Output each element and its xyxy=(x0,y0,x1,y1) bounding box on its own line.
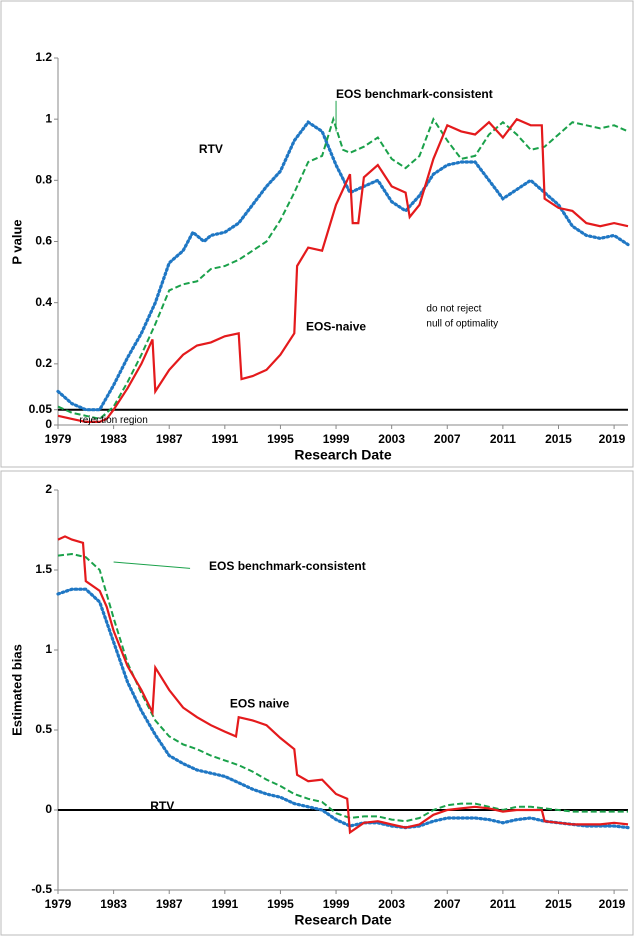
annotation: EOS-naive xyxy=(306,319,366,333)
y-tick-label: 2 xyxy=(45,482,52,496)
y-tick-label: 0.5 xyxy=(35,722,52,736)
y-tick-label: 1 xyxy=(45,111,52,125)
series-line xyxy=(57,115,629,420)
x-tick-label: 1999 xyxy=(323,897,350,911)
x-tick-label: 2019 xyxy=(599,897,626,911)
annotation: EOS benchmark-consistent xyxy=(336,87,493,101)
annotation: EOS benchmark-consistent xyxy=(209,559,366,573)
panel-frame xyxy=(0,470,634,936)
x-tick-label: 1995 xyxy=(267,432,294,446)
x-tick-label: 1991 xyxy=(211,432,238,446)
x-tick-label: 2015 xyxy=(545,897,572,911)
y-tick-label: 1.5 xyxy=(35,562,52,576)
x-tick-label: 1987 xyxy=(156,897,183,911)
annotation: null of optimality xyxy=(426,319,498,330)
series-line xyxy=(56,120,630,412)
y-axis-title: Estimated bias xyxy=(9,644,24,736)
y-tick-label: 1.2 xyxy=(35,50,52,64)
annotation-leader xyxy=(113,561,191,569)
y-tick-label: 0.05 xyxy=(29,402,53,416)
x-axis-title: Research Date xyxy=(294,912,391,928)
y-tick-label: 0.8 xyxy=(35,173,52,187)
series-line xyxy=(56,587,630,830)
x-tick-label: 1991 xyxy=(211,897,238,911)
y-tick-label: 0.6 xyxy=(35,234,52,248)
annotation: EOS naive xyxy=(230,697,290,711)
x-tick-label: 1999 xyxy=(323,432,350,446)
annotation: RTV xyxy=(199,142,223,156)
y-tick-label: 0 xyxy=(45,417,52,431)
x-tick-label: 1987 xyxy=(156,432,183,446)
x-axis-title: Research Date xyxy=(294,447,391,463)
x-tick-label: 2007 xyxy=(434,897,461,911)
x-tick-label: 2007 xyxy=(434,432,461,446)
y-tick-label: 0.4 xyxy=(35,295,52,309)
x-tick-label: 1983 xyxy=(100,432,127,446)
panel-frame xyxy=(0,0,634,468)
x-tick-label: 2011 xyxy=(490,432,516,446)
y-tick-label: -0.5 xyxy=(31,882,52,896)
y-tick-label: 0.2 xyxy=(35,356,52,370)
x-tick-label: 2011 xyxy=(490,897,516,911)
annotation: rejection region xyxy=(79,415,147,426)
series-line xyxy=(57,552,628,823)
x-tick-label: 1979 xyxy=(45,432,72,446)
x-tick-label: 1995 xyxy=(267,897,294,911)
y-tick-label: 0 xyxy=(45,802,52,816)
x-tick-label: 1979 xyxy=(45,897,72,911)
y-axis-title: P value xyxy=(9,219,24,264)
annotation: RTV xyxy=(150,799,174,813)
series-line xyxy=(57,117,629,423)
x-tick-label: 2003 xyxy=(378,897,405,911)
x-tick-label: 1983 xyxy=(100,897,127,911)
series-line xyxy=(57,535,629,835)
x-tick-label: 2019 xyxy=(599,432,626,446)
y-tick-label: 1 xyxy=(45,642,52,656)
x-tick-label: 2003 xyxy=(378,432,405,446)
annotation: do not reject xyxy=(426,303,481,314)
x-tick-label: 2015 xyxy=(545,432,572,446)
